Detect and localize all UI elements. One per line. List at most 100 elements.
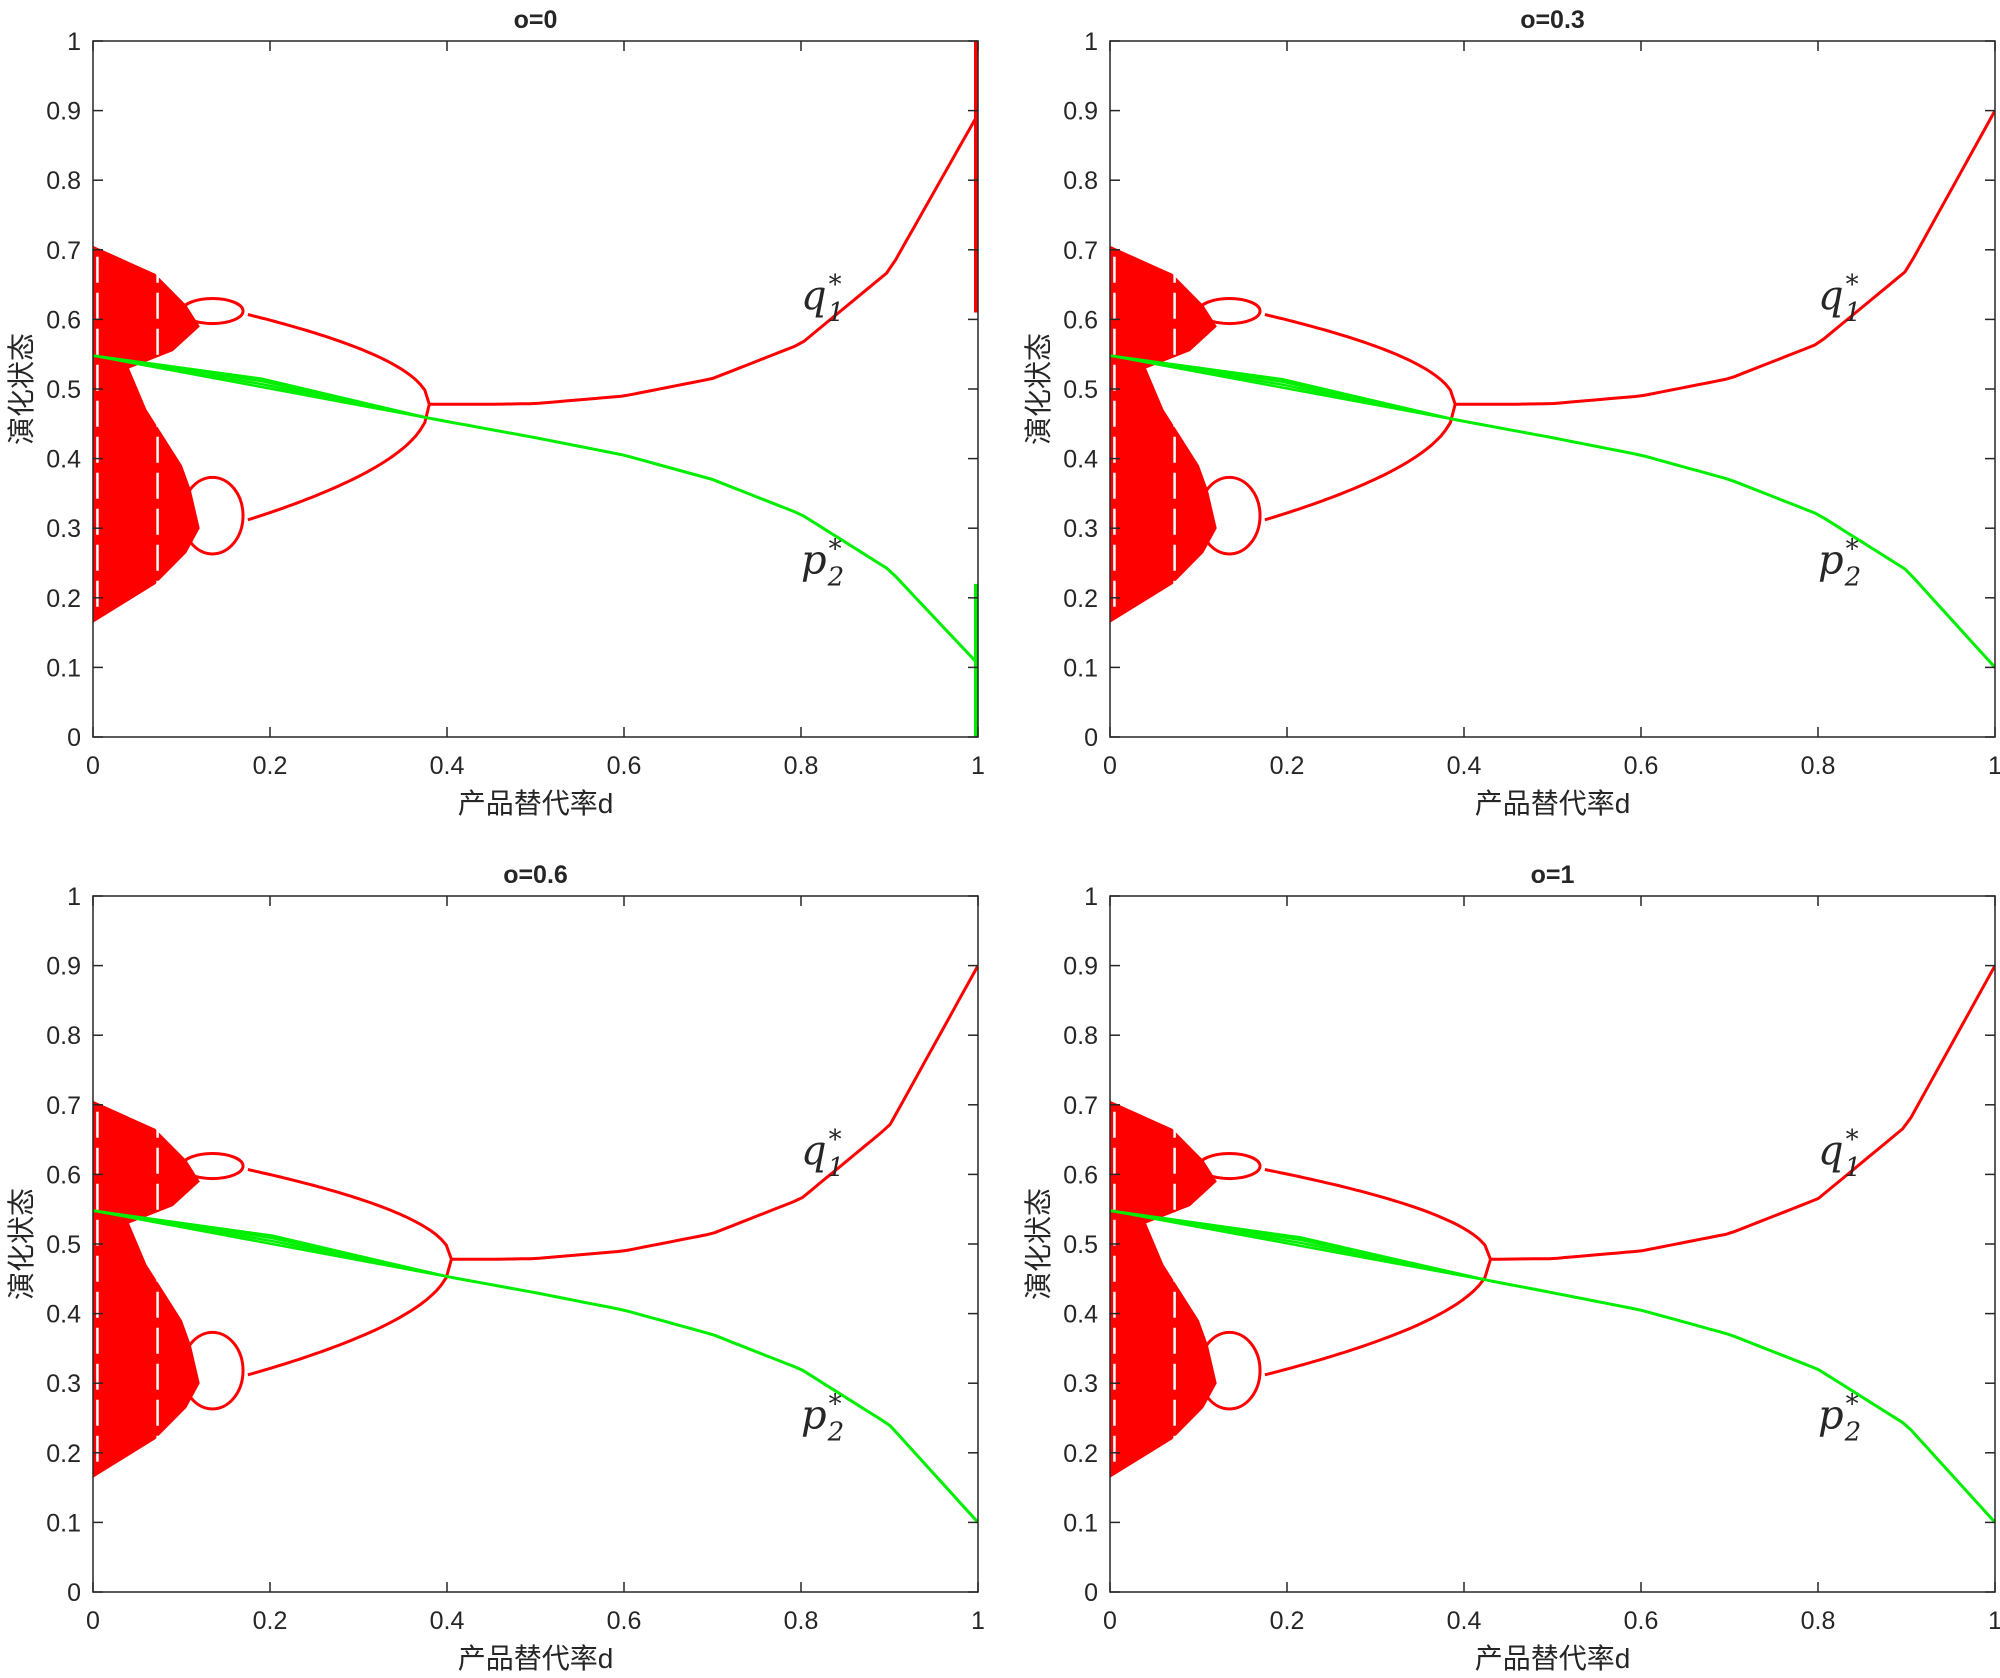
y-tick-label: 0.1 [1063, 654, 1098, 682]
curve-label-sup: * [1846, 1389, 1859, 1419]
curve-label-sub: 1 [1845, 298, 1862, 328]
curve-label-sup: * [829, 1125, 842, 1155]
q1-lower-branch [247, 1258, 453, 1377]
curve-label-sup: * [1846, 1125, 1859, 1155]
y-axis-label: 演化状态 [1023, 333, 1054, 445]
panel-title: o=1 [1531, 861, 1575, 889]
y-tick-label: 0.1 [1063, 1509, 1098, 1537]
x-tick-label: 0.4 [1447, 752, 1482, 780]
x-axis-label: 产品替代率d [1475, 788, 1631, 819]
y-tick-label: 0.3 [46, 515, 81, 543]
y-tick-label: 0.8 [46, 1022, 81, 1050]
curve-label-sub: 2 [827, 1417, 845, 1447]
curve-label-base: q [801, 273, 827, 319]
x-tick-label: 0.2 [253, 752, 288, 780]
curve-label-sub: 2 [1844, 562, 1862, 592]
y-tick-label: 0.9 [46, 98, 81, 126]
x-tick-label: 1 [971, 1607, 985, 1635]
x-axis-label: 产品替代率d [458, 1643, 614, 1674]
y-tick-label: 0.9 [1063, 98, 1098, 126]
p2-curve-label: p* 2 [801, 534, 844, 592]
q1-curve-label: q* 1 [801, 270, 844, 328]
x-tick-label: 0.6 [607, 752, 642, 780]
curve-label-base: p [1818, 1392, 1844, 1438]
y-tick-label: 0.5 [46, 1231, 81, 1259]
y-tick-label: 0 [1084, 724, 1098, 752]
panel-title: o=0.3 [1520, 6, 1585, 34]
y-tick-label: 0.2 [46, 1440, 81, 1468]
y-axis-label: 演化状态 [1023, 1188, 1054, 1300]
x-tick-label: 1 [1988, 1607, 2000, 1635]
curve-label-sub: 1 [1845, 1153, 1862, 1183]
x-tick-label: 1 [971, 752, 985, 780]
q1-chaotic-band [93, 1100, 200, 1478]
y-tick-label: 0.7 [46, 1092, 81, 1120]
curve-label-base: q [1818, 1128, 1844, 1174]
curve-label-sup: * [829, 534, 842, 564]
panel-title: o=0 [514, 6, 558, 34]
y-tick-label: 0.5 [1063, 1231, 1098, 1259]
p2-series-line [429, 416, 978, 665]
p2-converging-line-4 [1110, 1209, 1491, 1283]
x-axis-label: 产品替代率d [1475, 1643, 1631, 1674]
curve-label-sup: * [829, 1389, 842, 1419]
panel-title: o=0.6 [503, 861, 568, 889]
panel-o-0.3: o=0.3 产品替代率d 演化状态 0 0.1 0.2 0.3 0.4 0.5 0.6 0.7… [1023, 6, 2000, 819]
panel-o-1: o=1 产品替代率d 演化状态 0 0.1 0.2 0.3 0.4 0.5 0.6 0.7 0.… [1023, 861, 2000, 1674]
curve-label-base: p [801, 1392, 827, 1438]
x-tick-label: 0.2 [1270, 752, 1305, 780]
y-tick-label: 0.1 [46, 1509, 81, 1537]
x-tick-label: 0 [86, 752, 100, 780]
panel-o-0: o=0 产品替代率d 演化状态 0 0.1 0.2 0.3 0.4 0.5 0.6 0.7 0.… [6, 6, 985, 819]
curve-label-sup: * [1846, 270, 1859, 300]
q1-curve-label: q* 1 [1818, 1125, 1861, 1183]
curve-label-sub: 1 [828, 1153, 845, 1183]
y-tick-label: 0.4 [1063, 446, 1098, 474]
x-tick-label: 0 [1103, 752, 1117, 780]
x-tick-label: 0.8 [784, 1607, 819, 1635]
y-tick-label: 0.3 [1063, 515, 1098, 543]
x-tick-label: 0 [86, 1607, 100, 1635]
panel-o-0.6: o=0.6 产品替代率d 演化状态 0 0.1 0.2 0.3 0.4 0.5 0.6 0.7… [6, 861, 985, 1674]
curve-label-base: q [1818, 273, 1844, 319]
plot-area [1110, 109, 1995, 669]
curve-label-sub: 1 [828, 298, 845, 328]
y-tick-label: 0 [67, 724, 81, 752]
q1-upper-branch [247, 1168, 453, 1260]
curve-label-base: q [801, 1128, 827, 1174]
y-tick-label: 0.3 [1063, 1370, 1098, 1398]
y-tick-label: 0.6 [1063, 1161, 1098, 1189]
p2-series-line [1454, 418, 1995, 669]
q1-series-line [429, 113, 978, 406]
y-tick-label: 0.6 [46, 1161, 81, 1189]
y-axis-label: 演化状态 [6, 1188, 37, 1300]
x-tick-label: 0.6 [607, 1607, 642, 1635]
q1-upper-branch [247, 313, 431, 405]
y-tick-label: 0.5 [46, 376, 81, 404]
p2-series-line [451, 1275, 978, 1524]
x-tick-label: 0.4 [430, 752, 465, 780]
q1-lower-branch [1264, 1258, 1492, 1377]
x-tick-label: 0.8 [1801, 1607, 1836, 1635]
p2-converging-line-4 [93, 1209, 452, 1279]
curve-label-base: p [801, 537, 827, 583]
p2-converging-line-4 [93, 354, 430, 420]
y-tick-label: 0.4 [1063, 1301, 1098, 1329]
x-tick-label: 0.2 [1270, 1607, 1305, 1635]
plot-area [93, 41, 978, 737]
q1-lower-branch [1264, 403, 1457, 522]
p2-converging-line-4 [1110, 354, 1456, 421]
y-tick-label: 0.1 [46, 654, 81, 682]
y-tick-label: 0.2 [1063, 1440, 1098, 1468]
curve-label-sup: * [1846, 534, 1859, 564]
x-tick-label: 0.4 [430, 1607, 465, 1635]
x-tick-label: 1 [1988, 752, 2000, 780]
y-tick-label: 0.4 [46, 1301, 81, 1329]
y-tick-label: 0.8 [1063, 1022, 1098, 1050]
q1-chaotic-band [93, 245, 200, 623]
p2-curve-label: p* 2 [1818, 534, 1861, 592]
y-tick-label: 0.9 [1063, 953, 1098, 981]
q1-upper-branch [1264, 1168, 1492, 1260]
y-tick-label: 1 [67, 28, 81, 56]
